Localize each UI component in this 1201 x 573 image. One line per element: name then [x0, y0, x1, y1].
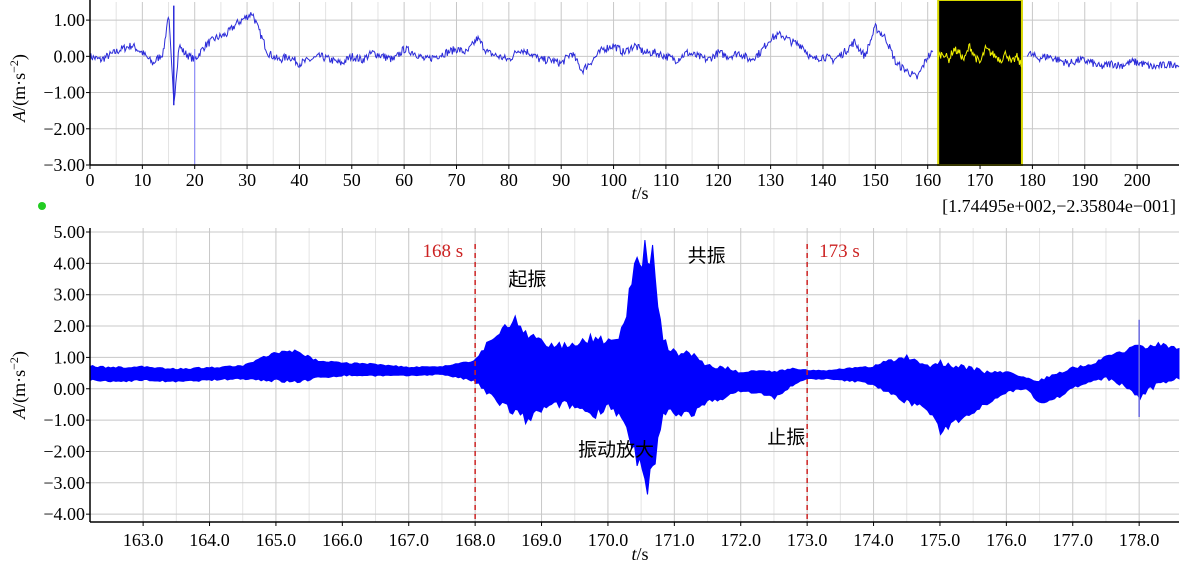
- overview-x-tick-label: 100: [600, 170, 627, 190]
- zoom-series: [89, 240, 1180, 495]
- overview-y-axis-symbol: A: [9, 110, 29, 123]
- zoom-x-tick-label: 171.0: [654, 530, 695, 550]
- zoom-y-tick-label: −4.00: [43, 504, 85, 524]
- zoom-y-tick-label: 3.00: [54, 285, 86, 305]
- zoom-x-tick-label: 175.0: [920, 530, 961, 550]
- overview-series-line: [89, 12, 934, 102]
- zoom-signal-band: [89, 240, 1180, 495]
- overview-y-tick-label: 1.00: [54, 10, 86, 30]
- overview-x-tick-label: 70: [447, 170, 465, 190]
- overview-x-axis-label: t/s: [631, 183, 648, 203]
- zoom-x-tick-label: 177.0: [1053, 530, 1094, 550]
- overview-x-tick-label: 60: [395, 170, 413, 190]
- zoom-y-ticks: 5.00 4.00 3.00 2.00 1.00 0.00 −1.00 −2.00 −3.00 −…: [43, 222, 90, 524]
- overview-y-tick-label: −3.00: [43, 155, 85, 175]
- zoom-y-axis-unit: /(m·s: [9, 370, 30, 408]
- overview-x-tick-label: 160: [914, 170, 941, 190]
- overview-x-tick-label: 0: [86, 170, 95, 190]
- zoom-x-tick-label: 165.0: [256, 530, 297, 550]
- overview-series-line: [1026, 50, 1180, 70]
- cursor-readout: [1.74495e+002,−2.35804e−001]: [942, 196, 1176, 216]
- overview-axes: [89, 0, 1179, 166]
- zoom-x-tick-label: 178.0: [1119, 530, 1160, 550]
- zoom-x-ticks: 163.0 164.0 165.0 166.0 167.0 168.0 169.0 170.0…: [123, 522, 1160, 550]
- zoom-annotation: 共振: [688, 245, 726, 267]
- zoom-y-tick-label: 4.00: [54, 253, 86, 273]
- zoom-event-label: 168 s: [422, 241, 463, 262]
- zoom-y-tick-label: 5.00: [54, 222, 86, 242]
- zoom-y-tick-label: −3.00: [43, 473, 85, 493]
- overview-x-tick-label: 190: [1071, 170, 1098, 190]
- overview-highlight-window[interactable]: [937, 0, 1023, 166]
- overview-x-tick-label: 120: [705, 170, 732, 190]
- overview-y-axis-exponent: −2: [7, 60, 21, 73]
- overview-x-tick-label: 170: [967, 170, 994, 190]
- zoom-annotation: 起振: [508, 268, 546, 290]
- overview-x-tick-label: 40: [290, 170, 308, 190]
- overview-y-tick-label: 0.00: [54, 46, 86, 66]
- zoom-y-axis-close: ): [9, 351, 30, 357]
- overview-x-tick-label: 200: [1124, 170, 1151, 190]
- overview-y-axis-close: ): [9, 54, 30, 60]
- overview-x-tick-label: 110: [653, 170, 679, 190]
- overview-x-tick-label: 140: [809, 170, 836, 190]
- zoom-y-tick-label: 2.00: [54, 316, 86, 336]
- zoom-x-tick-label: 163.0: [123, 530, 164, 550]
- zoom-x-tick-label: 172.0: [720, 530, 761, 550]
- overview-y-tick-label: −1.00: [43, 83, 85, 103]
- overview-x-tick-label: 150: [862, 170, 889, 190]
- zoom-x-axis-symbol: t: [631, 544, 637, 564]
- zoom-x-tick-label: 168.0: [455, 530, 496, 550]
- zoom-x-tick-label: 170.0: [588, 530, 629, 550]
- overview-series: [89, 5, 1180, 165]
- zoom-event-label: 173 s: [819, 241, 860, 262]
- overview-x-ticks: 0 10 20 30 40 50 60 70 80 90 100 110 120 130 140 150 160…: [86, 165, 1151, 190]
- overview-x-axis-symbol: t: [631, 183, 637, 203]
- zoom-y-axis-exponent: −2: [7, 357, 21, 370]
- zoom-annotation: 振动放大: [578, 439, 654, 461]
- overview-y-axis-unit: /(m·s: [9, 73, 30, 111]
- zoom-x-tick-label: 166.0: [322, 530, 363, 550]
- overview-x-tick-label: 20: [186, 170, 204, 190]
- zoom-x-tick-label: 174.0: [853, 530, 894, 550]
- overview-x-tick-label: 180: [1019, 170, 1046, 190]
- overview-x-tick-label: 50: [343, 170, 361, 190]
- zoom-x-tick-label: 169.0: [521, 530, 562, 550]
- overview-x-tick-label: 30: [238, 170, 256, 190]
- overview-x-tick-label: 80: [500, 170, 518, 190]
- overview-x-tick-label: 130: [757, 170, 784, 190]
- overview-chart: 0 10 20 30 40 50 60 70 80 90 100 110 120 130 140 150 160…: [7, 0, 1180, 216]
- status-dot-icon: [38, 202, 46, 210]
- overview-highlight-rect: [937, 0, 1023, 166]
- zoom-x-tick-label: 173.0: [787, 530, 828, 550]
- zoom-x-axis-label: t/s: [631, 544, 648, 564]
- zoom-y-axis-symbol: A: [9, 407, 29, 420]
- overview-x-tick-label: 90: [552, 170, 570, 190]
- zoom-x-tick-label: 164.0: [189, 530, 230, 550]
- zoom-y-tick-label: 1.00: [54, 347, 86, 367]
- zoom-y-tick-label: −1.00: [43, 410, 85, 430]
- zoom-x-axis-unit: /s: [637, 544, 649, 564]
- zoom-y-tick-label: −2.00: [43, 441, 85, 461]
- zoom-event-lines: 168 s 173 s: [422, 241, 860, 522]
- overview-y-tick-label: −2.00: [43, 119, 85, 139]
- zoom-x-tick-label: 176.0: [986, 530, 1027, 550]
- zoom-x-tick-label: 167.0: [388, 530, 429, 550]
- overview-y-axis-label: A/(m·s−2): [7, 54, 30, 123]
- zoom-axes: [89, 228, 1179, 523]
- overview-x-axis-unit: /s: [637, 183, 649, 203]
- overview-x-tick-label: 10: [133, 170, 151, 190]
- zoom-annotation: 止振: [767, 427, 805, 449]
- zoom-y-tick-label: 0.00: [54, 379, 86, 399]
- zoom-y-axis-label: A/(m·s−2): [7, 351, 30, 420]
- overview-y-ticks: 1.00 0.00 −1.00 −2.00 −3.00: [43, 10, 90, 175]
- overview-series-line: [937, 42, 1023, 68]
